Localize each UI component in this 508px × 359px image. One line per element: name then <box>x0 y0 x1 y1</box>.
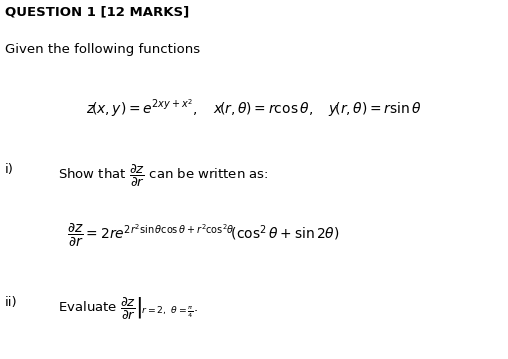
Text: QUESTION 1 [12 MARKS]: QUESTION 1 [12 MARKS] <box>5 5 189 18</box>
Text: i): i) <box>5 163 14 176</box>
Text: $\dfrac{\partial z}{\partial r}=2re^{2r^{2}\sin\theta\cos\theta+r^{2}\cos^{2}\!\: $\dfrac{\partial z}{\partial r}=2re^{2r^… <box>67 221 339 249</box>
Text: Show that $\dfrac{\partial z}{\partial r}$ can be written as:: Show that $\dfrac{\partial z}{\partial r… <box>58 163 269 190</box>
Text: ii): ii) <box>5 296 18 309</box>
Text: Given the following functions: Given the following functions <box>5 43 200 56</box>
Text: Evaluate $\left.\dfrac{\partial z}{\partial r}\right|_{\!r=2,\ \theta=\frac{\pi}: Evaluate $\left.\dfrac{\partial z}{\part… <box>58 296 199 322</box>
Text: $z\!\left(x,y\right)=e^{2xy+x^{2}},\quad x\!\left(r,\theta\right)=r\cos\theta,\q: $z\!\left(x,y\right)=e^{2xy+x^{2}},\quad… <box>86 97 422 118</box>
